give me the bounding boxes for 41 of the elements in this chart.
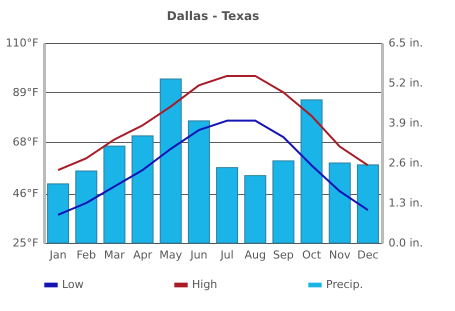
x-tick-label: Sep — [273, 248, 294, 262]
y-tick-label: 110°F — [6, 36, 38, 50]
x-tick-label: Aug — [244, 248, 266, 262]
legend-label: High — [192, 278, 218, 291]
bar — [47, 183, 70, 244]
bar — [272, 160, 294, 244]
y-tick-label: 68°F — [12, 135, 38, 148]
y2-tick-label: 2.6 in. — [388, 156, 424, 170]
x-tick-label: Oct — [302, 248, 322, 262]
x-tick-label: Feb — [76, 248, 96, 262]
y2-tick-label: 6.5 in. — [388, 36, 424, 50]
bar — [356, 164, 379, 244]
x-tick-label: Jul — [219, 248, 234, 262]
bar — [75, 170, 98, 244]
chart-title: Dallas - Texas — [166, 9, 260, 23]
bar — [216, 167, 238, 244]
x-tick-label: Jun — [189, 248, 208, 262]
legend-label: Low — [62, 278, 84, 291]
x-tick-label: May — [159, 248, 183, 262]
y2-tick-label: 1.3 in. — [388, 196, 424, 210]
y-tick-label: 46°F — [12, 187, 38, 200]
bar — [132, 135, 154, 244]
y2-tick-label: 0.0 in. — [388, 236, 424, 250]
x-tick-label: Mar — [104, 248, 126, 262]
x-tick-label: Dec — [357, 248, 379, 262]
bar — [244, 175, 266, 244]
bar — [103, 146, 126, 244]
y2-tick-label: 3.9 in. — [388, 116, 424, 130]
x-tick-label: Jan — [48, 248, 67, 262]
bar — [160, 78, 182, 244]
legend-label: Precip. — [326, 278, 364, 291]
bar — [328, 162, 351, 244]
x-tick-label: Apr — [133, 248, 153, 262]
x-tick-label: Nov — [329, 248, 351, 262]
bar — [188, 120, 210, 244]
bar — [300, 99, 323, 244]
y-tick-label: 89°F — [12, 86, 38, 99]
line-series — [57, 120, 369, 216]
y2-tick-label: 5.2 in. — [388, 76, 424, 90]
line-series — [57, 74, 369, 172]
y-tick-label: 25°F — [12, 236, 38, 250]
